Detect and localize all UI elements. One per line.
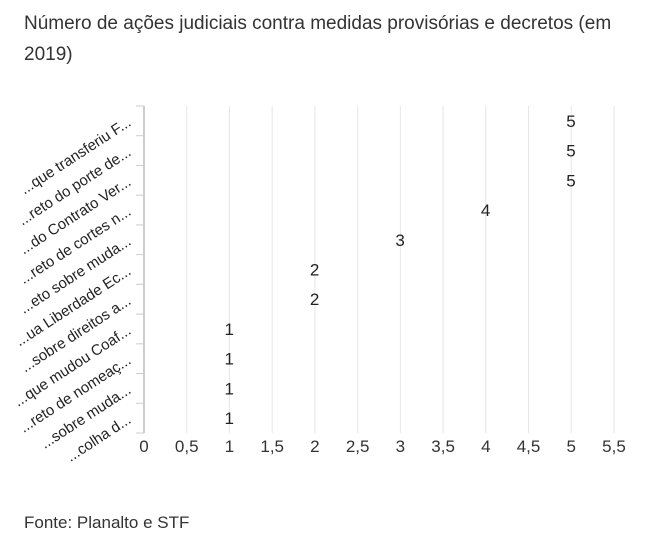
x-tick-label: 4,5	[517, 437, 541, 456]
data-labels: 5 5 5 4 3 2 2 1 1 1 1	[224, 112, 575, 428]
bar-value-label: 4	[481, 201, 490, 220]
x-tick-label: 2,5	[346, 437, 370, 456]
bar-value-label: 2	[310, 290, 319, 309]
source-note: Fonte: Planalto e STF	[24, 513, 190, 532]
bar-value-label: 1	[224, 379, 233, 398]
x-tick-label: 5,5	[602, 437, 626, 456]
x-tick-label: 0	[139, 437, 148, 456]
y-axis-ticks	[136, 105, 144, 434]
x-tick-label: 0,5	[175, 437, 199, 456]
x-tick-label: 1	[225, 437, 234, 456]
bar-value-label: 5	[566, 112, 575, 131]
bar-value-label: 1	[224, 320, 233, 339]
chart-title: Número de ações judiciais contra medidas…	[24, 13, 612, 65]
bar-value-label: 5	[566, 142, 575, 161]
bar-value-label: 5	[566, 171, 575, 190]
x-tick-label: 3	[396, 437, 405, 456]
x-tick-label: 1,5	[260, 437, 284, 456]
x-tick-label: 3,5	[431, 437, 455, 456]
bar-value-label: 2	[310, 261, 319, 280]
gridlines	[143, 106, 615, 433]
x-tick-label: 2	[310, 437, 319, 456]
bar-value-label: 1	[224, 409, 233, 428]
x-tick-label: 4	[481, 437, 490, 456]
bar-value-label: 1	[224, 350, 233, 369]
category-labels: ...que transferiu F......reto do porte d…	[11, 114, 134, 465]
bar-value-label: 3	[395, 231, 404, 250]
x-axis-tick-labels: 0 0,5 1 1,5 2 2,5 3 3,5 4 4,5 5 5,5	[139, 437, 626, 456]
x-tick-label: 5	[567, 437, 576, 456]
